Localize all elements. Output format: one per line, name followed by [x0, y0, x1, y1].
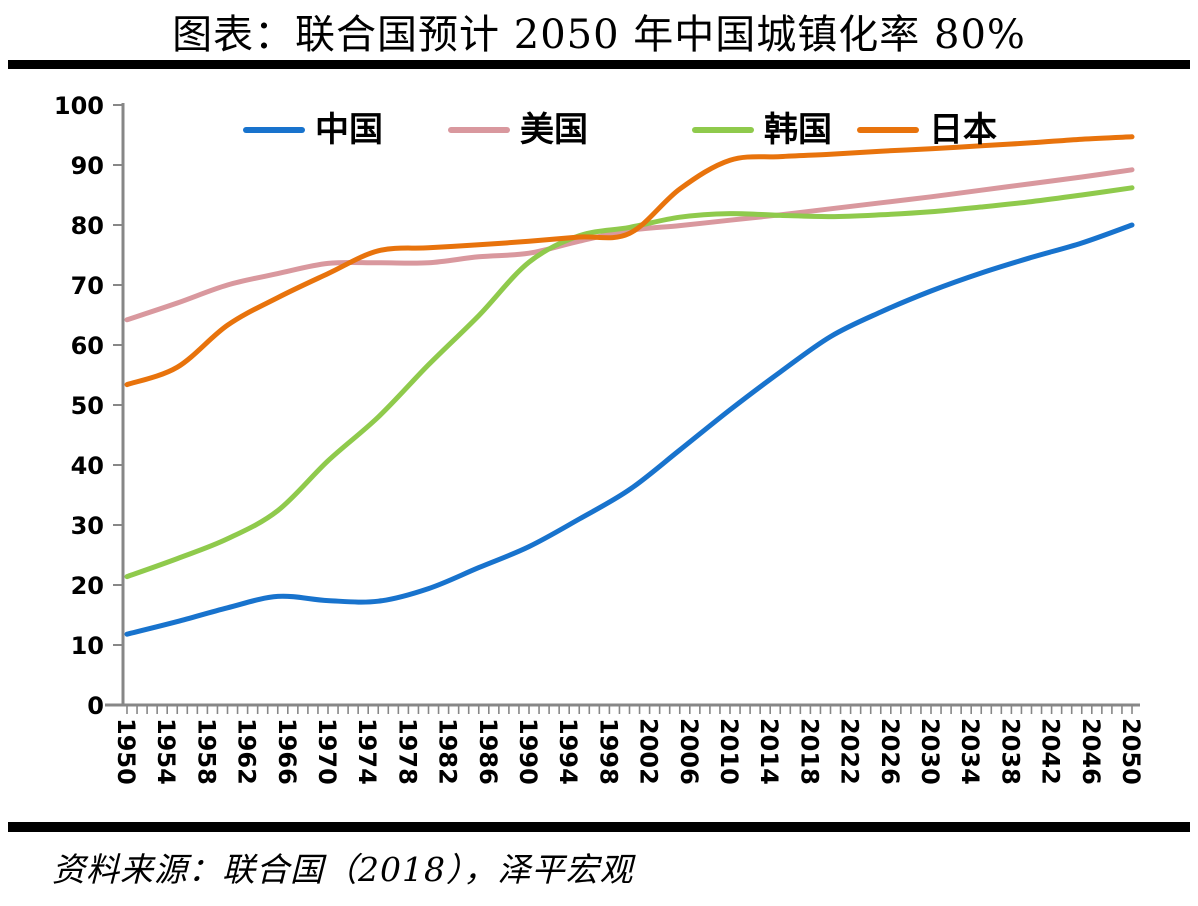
legend-item-美国: 美国	[448, 110, 588, 150]
y-tick-label: 80	[71, 212, 104, 240]
x-tick-label: 1978	[393, 718, 421, 785]
x-tick-label: 1958	[192, 718, 220, 785]
source-attribution: 资料来源：联合国（2018），泽平宏观	[52, 850, 634, 889]
series-line-美国	[124, 167, 1135, 323]
legend-swatch-美国	[448, 127, 510, 133]
x-tick-label: 2046	[1077, 718, 1105, 785]
legend-item-韩国: 韩国	[692, 110, 832, 150]
x-tick-label: 1998	[594, 718, 622, 785]
x-tick-label: 1990	[514, 718, 542, 785]
series-line-日本	[124, 134, 1135, 388]
x-tick-label: 2026	[876, 718, 904, 785]
x-tick-label: 2030	[916, 718, 944, 785]
legend-item-中国: 中国	[243, 110, 383, 150]
y-tick-label: 50	[71, 392, 104, 420]
x-tick-label: 1950	[112, 718, 140, 785]
x-tick-label: 2038	[996, 718, 1024, 785]
series-line-韩国	[124, 185, 1135, 580]
x-tick-label: 1954	[152, 718, 180, 785]
x-tick-label: 2034	[956, 718, 984, 785]
legend-label-韩国: 韩国	[764, 110, 832, 150]
x-tick-label: 1962	[233, 718, 261, 785]
y-tick-label: 0	[87, 692, 104, 720]
y-tick-label: 30	[71, 512, 104, 540]
x-tick-label: 1994	[554, 718, 582, 785]
x-tick-label: 2042	[1037, 718, 1065, 785]
legend-item-日本: 日本	[857, 110, 997, 150]
y-tick-label: 60	[71, 332, 104, 360]
y-tick-label: 90	[71, 152, 104, 180]
x-tick-label: 1982	[434, 718, 462, 785]
y-tick-label: 70	[71, 272, 104, 300]
x-tick-label: 1966	[273, 718, 301, 785]
x-tick-label: 2002	[635, 718, 663, 785]
y-tick-label: 100	[54, 92, 104, 120]
top-divider-rule	[8, 60, 1190, 69]
legend-label-美国: 美国	[520, 110, 588, 150]
series-line-中国	[124, 222, 1135, 637]
x-tick-label: 2050	[1117, 718, 1145, 785]
x-tick-label: 2022	[836, 718, 864, 785]
y-tick-label: 10	[71, 632, 104, 660]
legend-label-日本: 日本	[929, 110, 997, 150]
x-tick-label: 1974	[353, 718, 381, 785]
chart-title: 图表：联合国预计 2050 年中国城镇化率 80%	[172, 12, 1026, 58]
x-tick-label: 1986	[474, 718, 502, 785]
y-tick-label: 40	[71, 452, 104, 480]
legend-label-中国: 中国	[315, 110, 383, 150]
x-tick-label: 1970	[313, 718, 341, 785]
legend-swatch-中国	[243, 127, 305, 133]
legend-swatch-韩国	[692, 127, 754, 133]
x-tick-label: 2018	[795, 718, 823, 785]
x-tick-label: 2010	[715, 718, 743, 785]
bottom-divider-rule	[8, 822, 1190, 832]
legend-swatch-日本	[857, 127, 919, 133]
y-tick-label: 20	[71, 572, 104, 600]
x-tick-label: 2014	[755, 718, 783, 785]
x-tick-label: 2006	[675, 718, 703, 785]
